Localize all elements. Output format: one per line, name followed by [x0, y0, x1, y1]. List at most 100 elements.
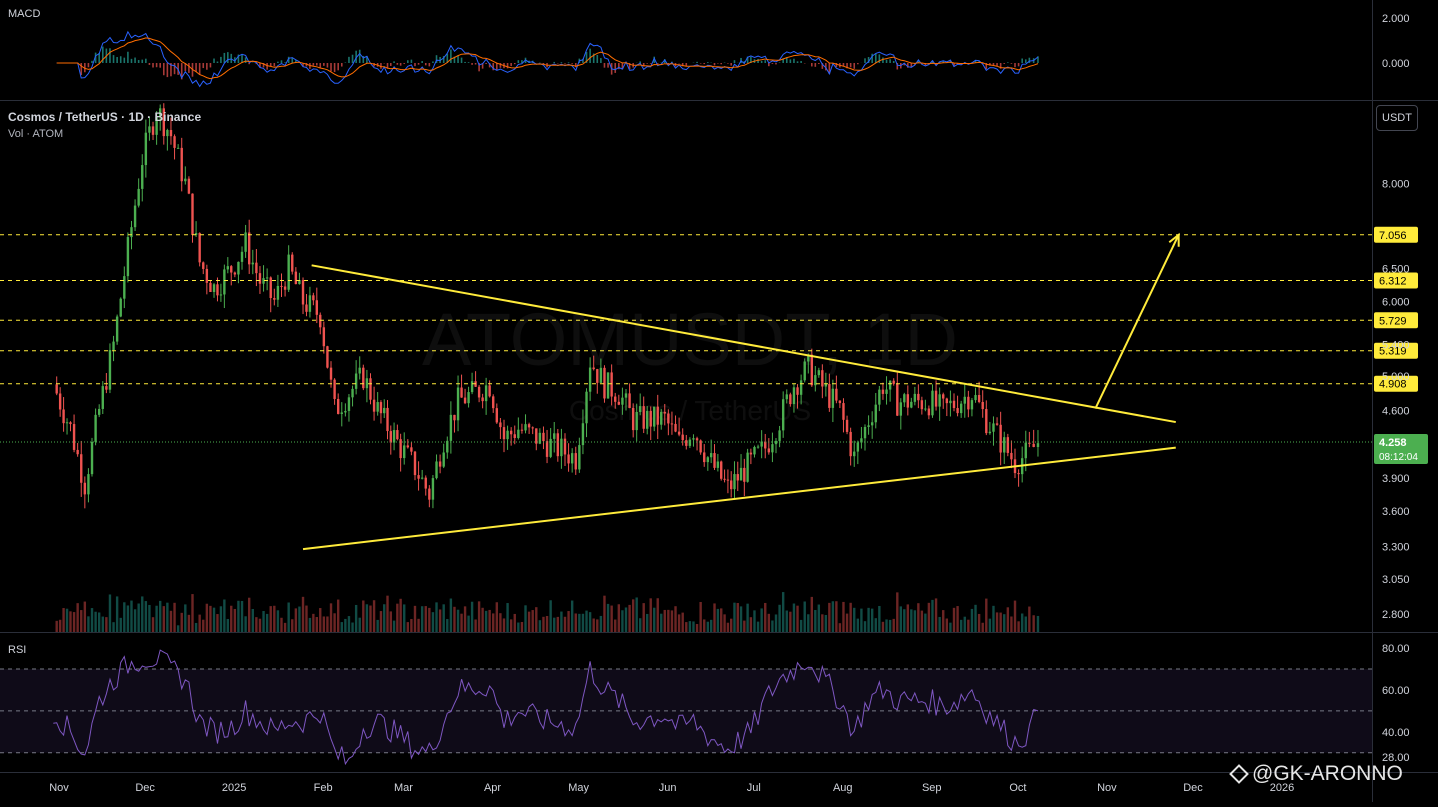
candle-body: [481, 397, 483, 401]
macd-histogram-bar: [707, 62, 709, 63]
macd-line: [57, 32, 1038, 87]
volume-bar: [723, 614, 725, 632]
volume-bar: [191, 594, 193, 632]
candle-body: [528, 424, 530, 427]
candle-body: [717, 462, 719, 468]
macd-histogram-bar: [113, 55, 115, 63]
candle-body: [593, 368, 595, 370]
candle-body: [625, 393, 627, 397]
candle-body: [403, 445, 405, 458]
volume-bar: [546, 616, 548, 632]
volume-bar: [510, 619, 512, 632]
candle-body: [632, 408, 634, 430]
volume-bar: [376, 620, 378, 632]
macd-histogram-bar: [614, 63, 616, 73]
candle-body: [542, 433, 544, 441]
macd-histogram-bar: [1011, 63, 1013, 64]
volume-bar: [309, 618, 311, 632]
candle-body: [778, 430, 780, 441]
volume-bar: [1025, 616, 1027, 632]
volume-bar: [481, 608, 483, 632]
volume-bar: [1021, 614, 1023, 632]
volume-bar: [678, 614, 680, 632]
candle-body: [607, 372, 609, 398]
candle-body: [109, 350, 111, 390]
macd-histogram-bar: [775, 63, 777, 64]
macd-histogram-bar: [411, 60, 413, 63]
candle-body: [145, 133, 147, 165]
volume-bar: [768, 614, 770, 632]
candle-body: [900, 402, 902, 415]
volume-bar: [849, 603, 851, 632]
candle-body: [678, 432, 680, 435]
volume-bar: [237, 601, 239, 632]
volume-bar: [234, 609, 236, 632]
macd-histogram-bar: [510, 63, 512, 66]
macd-histogram-bar: [334, 63, 336, 72]
candle-body: [793, 387, 795, 404]
macd-histogram-bar: [348, 57, 350, 63]
macd-histogram-bar: [471, 63, 473, 65]
macd-histogram-bar: [564, 63, 566, 64]
volume-bar: [305, 606, 307, 632]
candle-body: [499, 422, 501, 427]
candle-body: [546, 441, 548, 457]
volume-bar: [825, 615, 827, 632]
volume-bar: [195, 623, 197, 632]
macd-histogram-bar: [790, 59, 792, 63]
volume-bar: [220, 606, 222, 632]
volume-bar: [439, 609, 441, 632]
candle-body: [407, 445, 409, 447]
candle-body: [280, 286, 282, 287]
volume-bar: [373, 600, 375, 632]
macd-histogram-bar: [496, 63, 498, 70]
time-axis-tick: Jun: [659, 782, 677, 794]
candle-body: [98, 409, 100, 415]
volume-bar: [137, 603, 139, 632]
candle-body: [173, 136, 175, 148]
macd-histogram-bar: [764, 60, 766, 63]
candle-body: [960, 404, 962, 413]
candle-body: [618, 402, 620, 405]
symbol-title[interactable]: Cosmos / TetherUS · 1D · Binance: [8, 110, 201, 124]
macd-histogram-bar: [206, 63, 208, 70]
candle-body: [309, 295, 311, 312]
candle-body: [768, 448, 770, 452]
binance-diamond-icon: [1229, 764, 1249, 784]
volume-title[interactable]: Vol · ATOM: [8, 128, 63, 140]
candle-body: [255, 263, 257, 273]
volume-bar: [421, 606, 423, 632]
volume-bar: [828, 603, 830, 632]
volume-bar: [778, 605, 780, 632]
candle-body: [386, 408, 388, 431]
candle-body: [818, 370, 820, 375]
candle-body: [348, 397, 350, 411]
volume-bar: [628, 605, 630, 632]
candle-body: [657, 407, 659, 425]
candle-body: [610, 372, 612, 396]
candle-body: [333, 380, 335, 399]
macd-histogram-bar: [461, 58, 463, 63]
macd-histogram-bar: [589, 49, 591, 63]
time-axis-tick: May: [568, 782, 589, 794]
macd-histogram-bar: [1025, 59, 1027, 63]
macd-histogram-bar: [761, 61, 763, 63]
macd-histogram-bar: [91, 61, 93, 63]
candle-body: [800, 380, 802, 394]
candle-body: [882, 390, 884, 394]
macd-histogram-bar: [768, 63, 770, 66]
candle-body: [903, 394, 905, 402]
macd-histogram-bar: [149, 63, 151, 65]
volume-bar: [643, 603, 645, 632]
candle-body: [653, 407, 655, 427]
volume-bar: [277, 610, 279, 632]
macd-histogram-bar: [518, 60, 520, 63]
volume-bar: [528, 612, 530, 632]
volume-bar: [593, 618, 595, 632]
currency-button[interactable]: USDT: [1376, 105, 1418, 131]
volume-bar: [746, 604, 748, 632]
macd-histogram-bar: [227, 52, 229, 63]
time-axis-tick: Oct: [1009, 782, 1026, 794]
